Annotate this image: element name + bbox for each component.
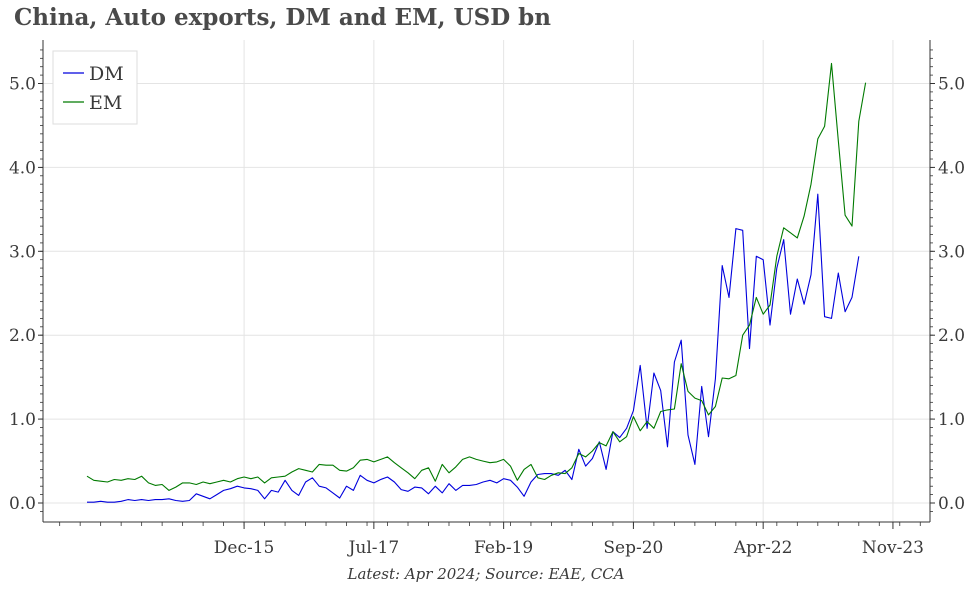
- y-tick-label-left: 3.0: [9, 242, 36, 262]
- y-axis-left: 0.0 1.0 2.0 3.0 4.0 5.0: [9, 75, 36, 515]
- y-tick-label-left: 5.0: [9, 75, 36, 95]
- y-tick-label-right: 1.0: [938, 410, 965, 430]
- grid-lines: [43, 40, 930, 522]
- x-tick-label: Nov-23: [862, 538, 924, 558]
- x-tick-label: Apr-22: [733, 538, 793, 558]
- y-tick-label-right: 4.0: [938, 158, 965, 178]
- x-axis: Dec-15 Jul-17 Feb-19 Sep-20 Apr-22 Nov-23: [214, 538, 924, 558]
- legend-label-em: EM: [89, 92, 122, 114]
- y-tick-label-left: 4.0: [9, 158, 36, 178]
- x-tick-label: Feb-19: [474, 538, 533, 558]
- series-lines: [86, 62, 867, 503]
- y-tick-label-right: 0.0: [938, 494, 965, 514]
- x-tick-label: Sep-20: [603, 538, 663, 558]
- y-tick-label-right: 3.0: [938, 242, 965, 262]
- y-tick-label-left: 1.0: [9, 410, 36, 430]
- axes-frame: [38, 40, 935, 529]
- source-note: Latest: Apr 2024; Source: EAE, CCA: [347, 565, 625, 583]
- legend-label-dm: DM: [89, 63, 124, 85]
- series-line-em: [86, 62, 867, 491]
- x-tick-label: Dec-15: [214, 538, 275, 558]
- x-tick-label: Jul-17: [347, 538, 400, 558]
- y-tick-label-right: 2.0: [938, 326, 965, 346]
- legend: DM EM: [52, 50, 138, 125]
- legend-box: [52, 50, 138, 125]
- y-tick-label-left: 2.0: [9, 326, 36, 346]
- series-line-dm: [87, 193, 860, 503]
- y-tick-label-right: 5.0: [938, 75, 965, 95]
- y-axis-right: 0.0 1.0 2.0 3.0 4.0 5.0: [938, 75, 965, 515]
- chart-title: China, Auto exports, DM and EM, USD bn: [14, 4, 551, 31]
- y-tick-label-left: 0.0: [9, 494, 36, 514]
